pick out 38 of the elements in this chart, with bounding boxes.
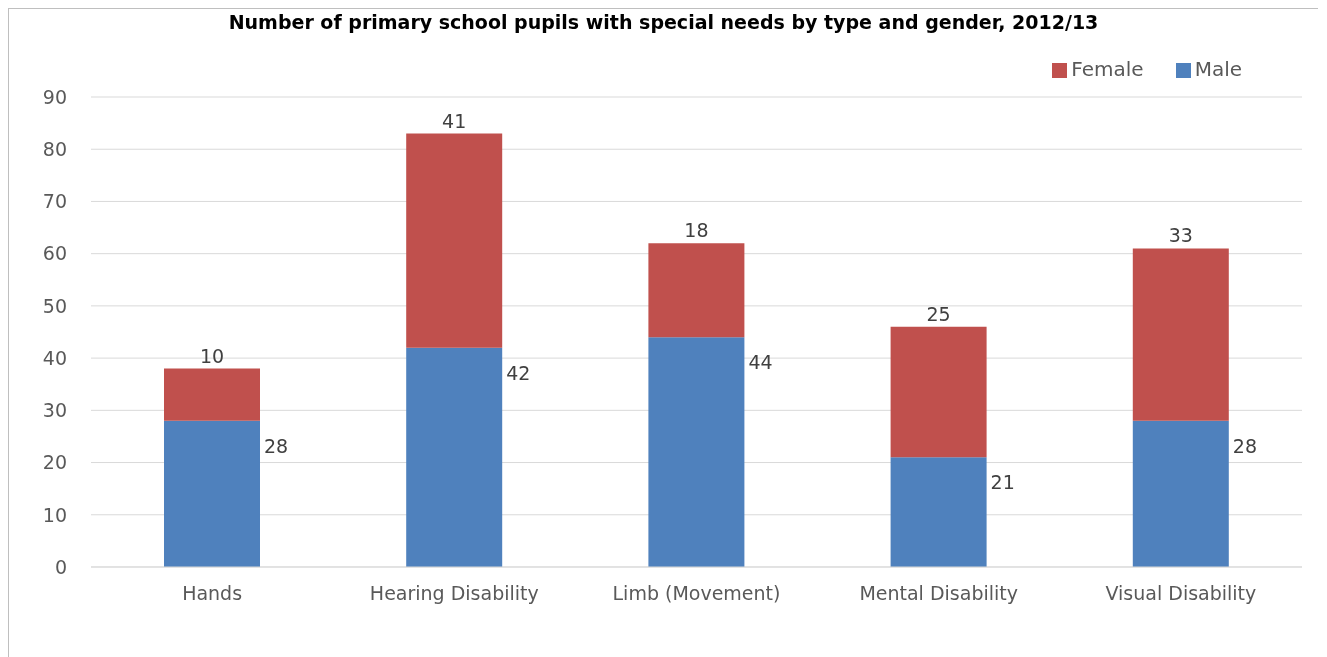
- y-tick-label: 10: [42, 503, 67, 526]
- data-label: 10: [199, 344, 225, 367]
- bar: [164, 368, 260, 421]
- x-tick-label: Limb (Movement): [612, 582, 781, 605]
- data-label: 41: [442, 109, 467, 132]
- bar: [406, 133, 503, 348]
- bar: [648, 243, 745, 338]
- y-tick-label: 50: [42, 294, 67, 317]
- y-tick-label: 60: [42, 242, 67, 265]
- y-tick-label: 80: [42, 137, 67, 160]
- x-tick-label: Visual Disability: [1105, 582, 1257, 605]
- x-tick-label: Mental Disability: [859, 582, 1018, 605]
- data-label: 18: [684, 219, 709, 242]
- legend-label: Male: [1194, 57, 1242, 81]
- y-tick-label: 90: [42, 85, 67, 108]
- y-tick-label: 70: [42, 190, 67, 213]
- chart-title: Number of primary school pupils with special needs by type and gender, 2012/13: [227, 10, 1100, 35]
- data-label: 33: [1168, 224, 1193, 247]
- bar: [406, 347, 503, 567]
- bar: [890, 326, 987, 458]
- y-tick-label: 40: [42, 346, 67, 369]
- y-tick-label: 30: [42, 399, 67, 422]
- bar: [648, 337, 745, 567]
- bar: [890, 457, 987, 567]
- data-label: 42: [506, 361, 531, 384]
- x-tick-label: Hearing Disability: [369, 582, 539, 605]
- y-tick-label: 20: [42, 451, 67, 474]
- data-label: 21: [990, 471, 1015, 494]
- data-label: 28: [1232, 434, 1257, 457]
- data-label: 28: [264, 434, 289, 457]
- x-tick-label: Hands: [182, 582, 243, 605]
- y-tick-label: 0: [54, 555, 67, 578]
- data-label: 44: [748, 351, 773, 374]
- bar: [1132, 420, 1229, 567]
- bar: [164, 420, 260, 567]
- data-label: 25: [926, 302, 951, 325]
- legend-label: Female: [1071, 57, 1144, 81]
- bar: [1132, 248, 1229, 421]
